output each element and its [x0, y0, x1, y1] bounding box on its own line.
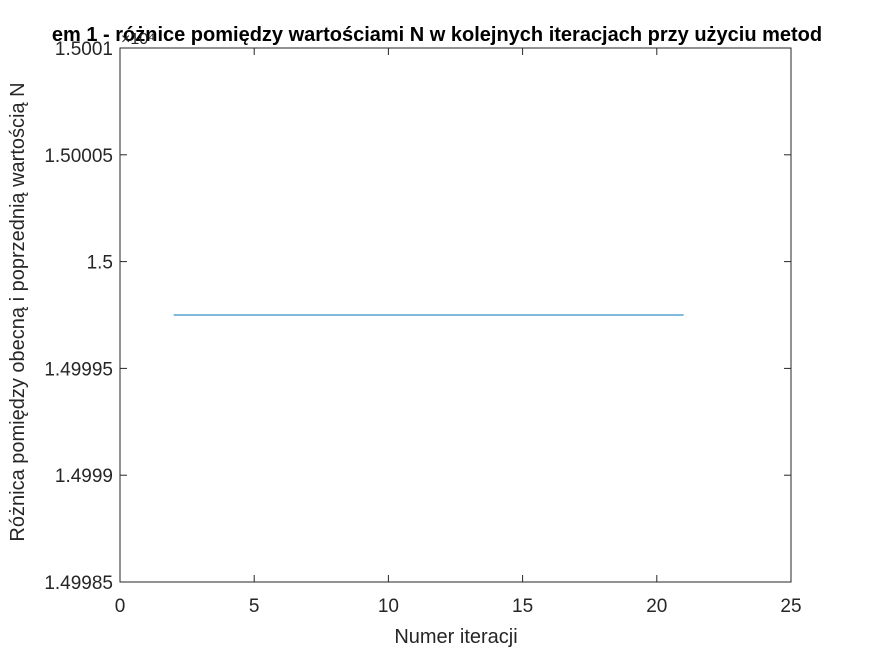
y-axis-ticks: 1.49985 1.4999 1.49995 1.5 1.50005 1.5001 [44, 39, 791, 594]
plot-area [119, 47, 792, 583]
x-tick-label: 0 [115, 596, 126, 617]
y-tick-label: 1.5 [87, 253, 113, 274]
x-tick-label: 15 [512, 596, 533, 617]
y-tick-label: 1.5001 [55, 39, 113, 60]
y-exponent-label: ×10⁴ [121, 31, 155, 48]
y-tick-label: 1.49985 [44, 573, 113, 594]
y-tick-label: 1.50005 [44, 146, 113, 167]
y-tick-label: 1.4999 [55, 466, 113, 487]
x-axis-label: Numer iteracji [394, 626, 517, 648]
x-tick-label: 10 [378, 596, 399, 617]
x-axis-ticks: 0 5 10 15 20 25 [115, 48, 802, 617]
x-tick-label: 25 [780, 596, 801, 617]
chart-title: em 1 - różnice pomiędzy wartościami N w … [52, 24, 822, 46]
y-tick-label: 1.49995 [44, 359, 113, 380]
x-tick-label: 20 [646, 596, 667, 617]
x-tick-label: 5 [249, 596, 260, 617]
y-axis-label: Różnica pomiędzy obecną i poprzednią war… [7, 82, 29, 541]
